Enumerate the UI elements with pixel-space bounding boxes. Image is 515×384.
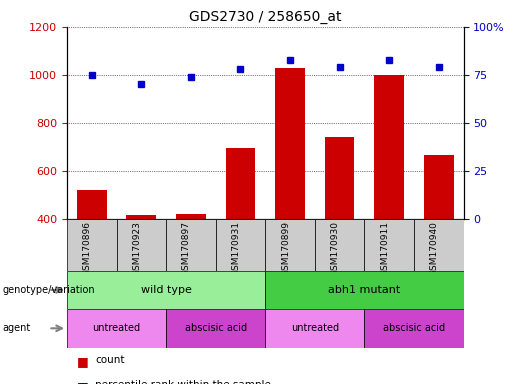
Bar [324,137,354,219]
Text: GSM170897: GSM170897 [182,222,191,276]
Text: count: count [95,355,125,365]
Text: GSM170899: GSM170899 [281,222,290,276]
Text: ■: ■ [77,355,89,368]
FancyBboxPatch shape [67,309,166,348]
FancyBboxPatch shape [414,219,464,271]
Text: ■: ■ [77,380,89,384]
FancyBboxPatch shape [116,219,166,271]
FancyBboxPatch shape [265,219,315,271]
FancyBboxPatch shape [365,219,414,271]
Bar [176,214,206,219]
Text: abscisic acid: abscisic acid [184,323,247,333]
Text: untreated: untreated [291,323,339,333]
FancyBboxPatch shape [67,219,116,271]
Bar [275,68,305,219]
Text: genotype/variation: genotype/variation [3,285,95,295]
Title: GDS2730 / 258650_at: GDS2730 / 258650_at [189,10,341,25]
FancyBboxPatch shape [265,271,464,309]
Text: wild type: wild type [141,285,192,295]
Text: abscisic acid: abscisic acid [383,323,445,333]
FancyBboxPatch shape [67,271,265,309]
Bar [374,75,404,219]
Text: GSM170923: GSM170923 [132,222,141,276]
Text: GSM170896: GSM170896 [83,222,92,276]
FancyBboxPatch shape [265,309,365,348]
Bar [424,155,454,219]
Bar [77,190,107,219]
FancyBboxPatch shape [365,309,464,348]
Bar [127,215,156,219]
Text: GSM170940: GSM170940 [430,222,439,276]
Text: GSM170930: GSM170930 [331,222,339,276]
FancyBboxPatch shape [166,219,216,271]
Text: percentile rank within the sample: percentile rank within the sample [95,380,271,384]
Text: GSM170911: GSM170911 [380,222,389,276]
FancyBboxPatch shape [166,309,265,348]
Text: untreated: untreated [93,323,141,333]
Text: agent: agent [3,323,31,333]
Bar [226,148,255,219]
Text: abh1 mutant: abh1 mutant [328,285,401,295]
FancyBboxPatch shape [315,219,365,271]
Text: GSM170931: GSM170931 [231,222,241,276]
FancyBboxPatch shape [216,219,265,271]
